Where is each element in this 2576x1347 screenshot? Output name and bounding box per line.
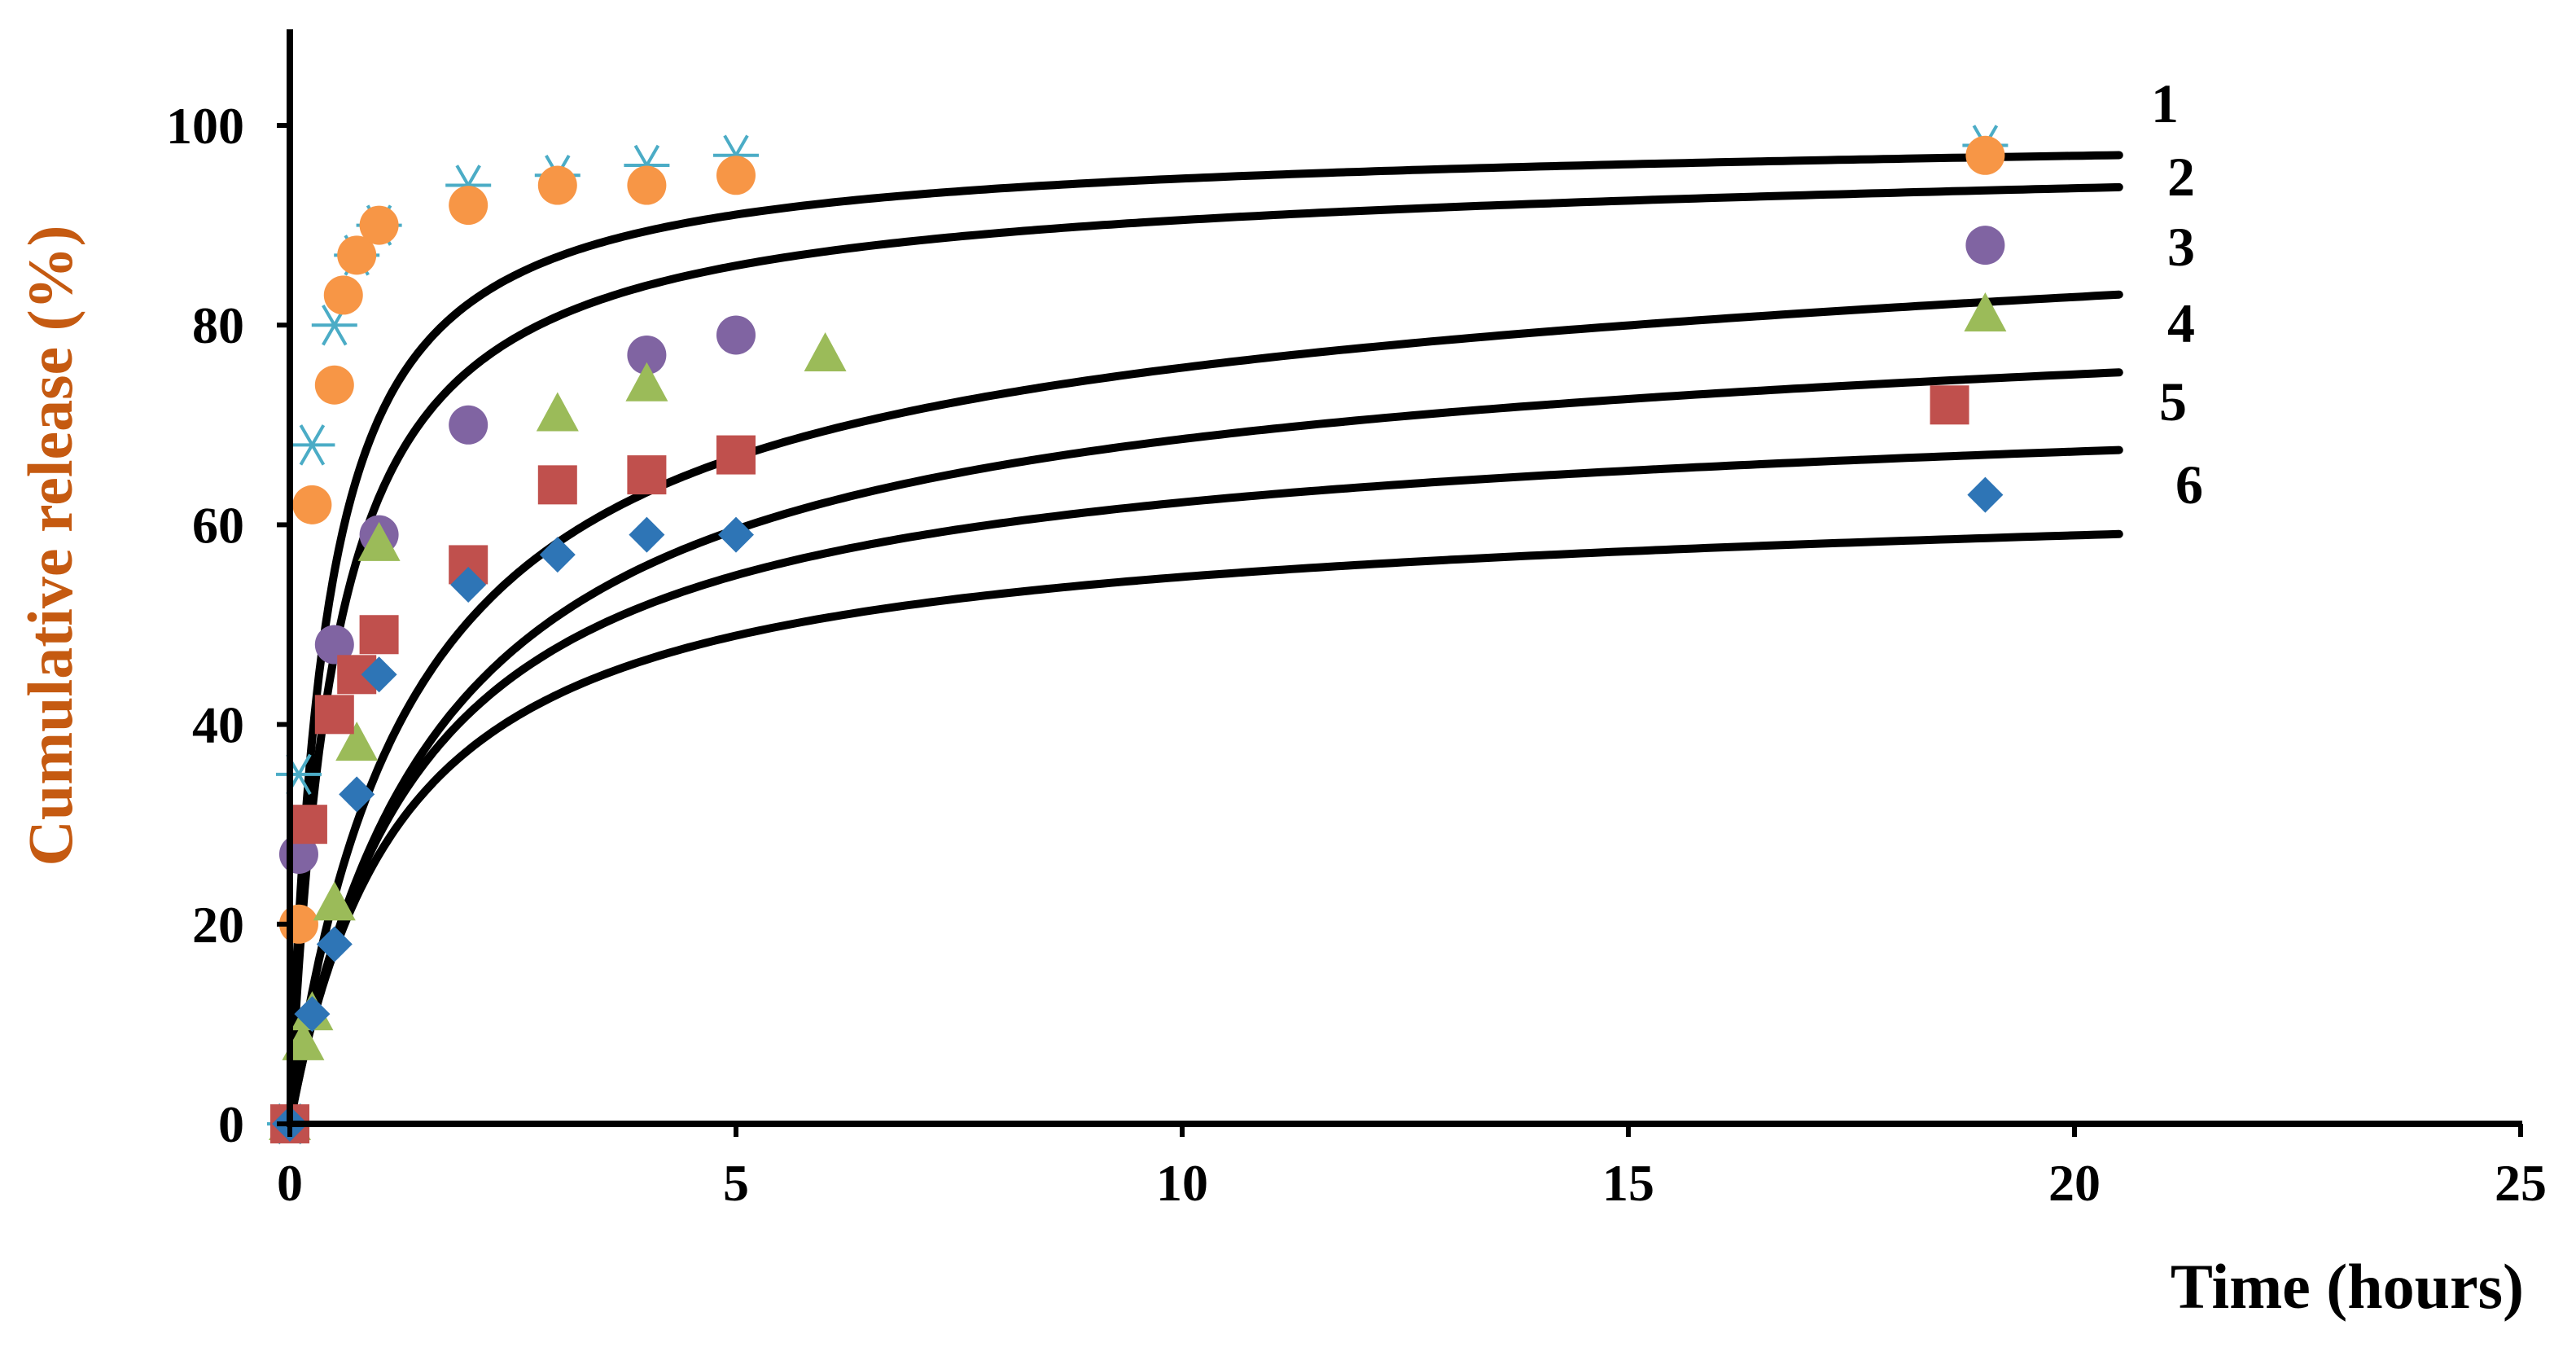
ticks bbox=[277, 123, 2523, 1137]
fit-curve-1 bbox=[286, 151, 2123, 1128]
marker-series-6 bbox=[339, 776, 375, 813]
marker-series-4 bbox=[1964, 292, 2007, 331]
y-axis-title: Cumulative release (%) bbox=[15, 225, 85, 866]
marker-series-4 bbox=[625, 362, 668, 401]
marker-series-2 bbox=[449, 186, 488, 226]
marker-series-6 bbox=[316, 926, 353, 963]
curve-label-6: 6 bbox=[2175, 454, 2203, 516]
curve-label-3: 3 bbox=[2167, 216, 2195, 278]
curve-label-4: 4 bbox=[2167, 292, 2195, 354]
x-tick-label: 20 bbox=[2048, 1154, 2101, 1212]
marker-series-5 bbox=[1930, 385, 1969, 425]
marker-series-2 bbox=[1965, 135, 2005, 175]
marker-series-5 bbox=[716, 435, 756, 475]
marker-series-6 bbox=[361, 656, 397, 693]
y-tick-label: 20 bbox=[192, 896, 244, 954]
fit-lines bbox=[286, 151, 2123, 1128]
marker-series-5 bbox=[359, 615, 399, 655]
y-tick-label: 0 bbox=[218, 1095, 244, 1153]
marker-series-2 bbox=[537, 165, 577, 205]
marker-series-2 bbox=[716, 156, 756, 195]
marker-series-1 bbox=[289, 424, 335, 466]
marker-series-3 bbox=[449, 405, 488, 445]
marker-series-5 bbox=[287, 805, 327, 845]
curve-label-1: 1 bbox=[2151, 72, 2179, 134]
y-tick-label: 40 bbox=[192, 696, 244, 754]
y-tick-label: 60 bbox=[192, 496, 244, 554]
marker-series-2 bbox=[314, 365, 354, 405]
marker-series-2 bbox=[359, 205, 399, 245]
asterisk-stroke bbox=[299, 424, 326, 466]
axes bbox=[287, 29, 2522, 1127]
marker-series-2 bbox=[323, 275, 363, 315]
marker-series-2 bbox=[337, 235, 377, 275]
marker-series-6 bbox=[718, 516, 754, 553]
marker-series-3 bbox=[627, 335, 667, 375]
x-tick-label: 25 bbox=[2495, 1154, 2547, 1212]
marker-series-5 bbox=[314, 695, 354, 735]
marker-series-6 bbox=[629, 516, 665, 553]
marker-series-2 bbox=[292, 485, 332, 524]
marker-series-6 bbox=[294, 996, 331, 1033]
curve-labels: 1 2 3 4 5 6 bbox=[2151, 72, 2203, 516]
y-tick-label: 100 bbox=[166, 97, 244, 155]
x-tick-label: 0 bbox=[277, 1154, 303, 1212]
data-markers bbox=[267, 125, 2009, 1145]
fit-curve-6 bbox=[286, 529, 2123, 1128]
marker-series-5 bbox=[627, 455, 667, 495]
marker-series-3 bbox=[314, 625, 354, 665]
marker-series-3 bbox=[716, 315, 756, 355]
marker-series-5 bbox=[537, 465, 577, 505]
x-axis-title: Time (hours) bbox=[2171, 1251, 2524, 1322]
marker-series-4 bbox=[804, 331, 847, 371]
marker-series-4 bbox=[357, 521, 401, 561]
y-tick-label: 80 bbox=[192, 296, 244, 354]
marker-series-6 bbox=[450, 566, 487, 603]
x-tick-label: 10 bbox=[1156, 1154, 1208, 1212]
marker-series-6 bbox=[539, 537, 576, 573]
curve-label-5: 5 bbox=[2159, 371, 2187, 432]
marker-series-6 bbox=[1967, 476, 2004, 513]
x-tick-label: 15 bbox=[1602, 1154, 1654, 1212]
marker-series-4 bbox=[313, 881, 356, 921]
marker-series-2 bbox=[627, 165, 667, 205]
curve-label-2: 2 bbox=[2167, 146, 2195, 208]
x-tick-label: 5 bbox=[723, 1154, 749, 1212]
marker-series-4 bbox=[536, 392, 579, 432]
marker-series-4 bbox=[335, 722, 379, 761]
marker-series-3 bbox=[1965, 226, 2005, 265]
fit-curve-2 bbox=[286, 182, 2123, 1128]
